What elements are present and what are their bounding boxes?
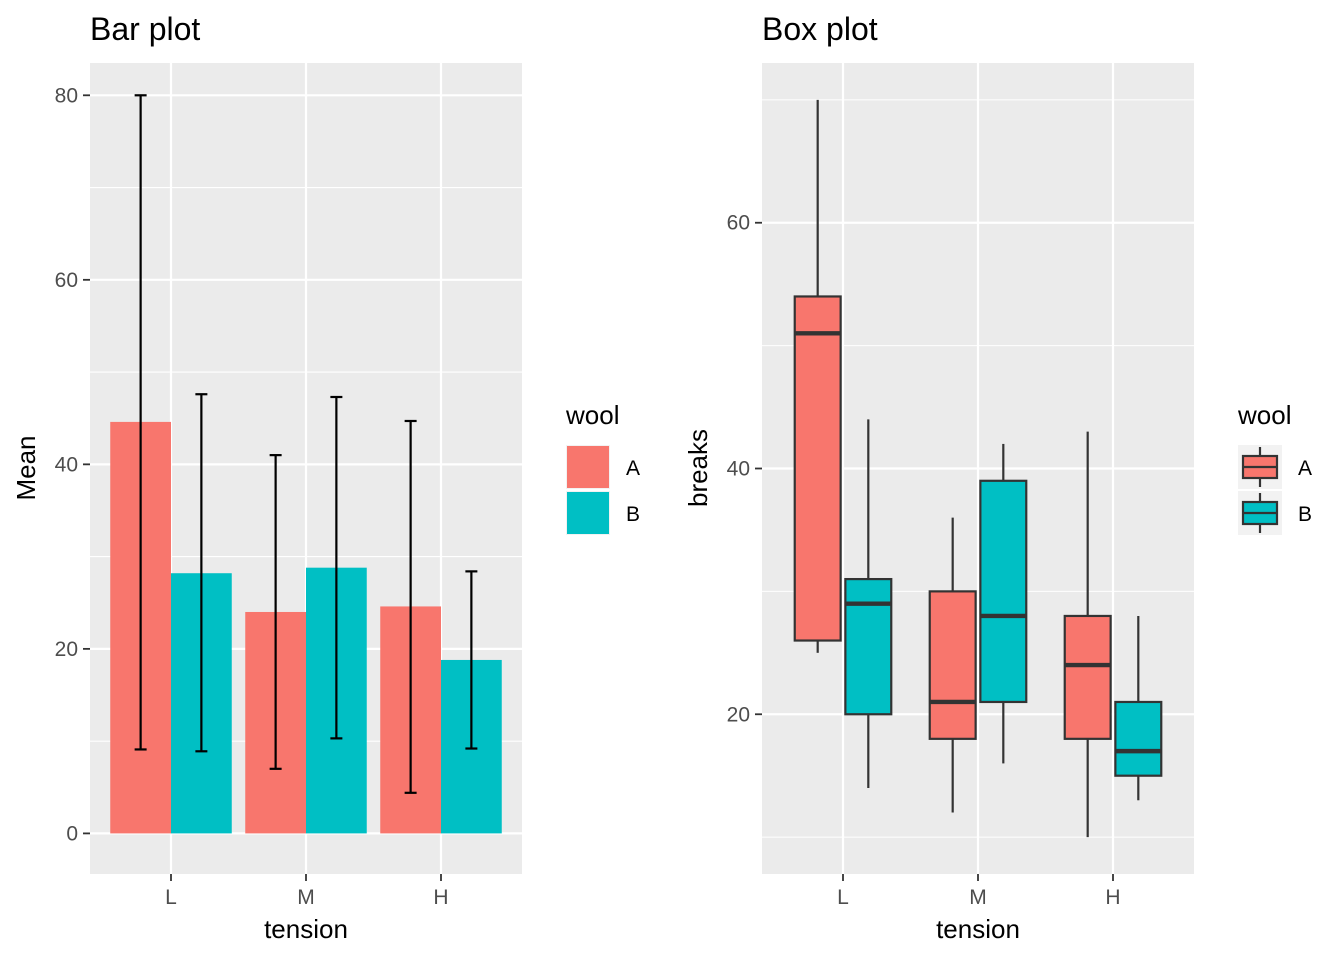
box-y-tick-label-60: 60 bbox=[727, 212, 750, 235]
box-plot-axes: 20 40 60 L M H bbox=[727, 212, 1121, 909]
bar-plot: Bar plot 0 20 40 60 80 L M H tension Mean wool … bbox=[11, 11, 640, 944]
bar-y-tick-label-40: 40 bbox=[55, 453, 78, 476]
box-x-tick-label-h: H bbox=[1105, 886, 1120, 909]
box-plot-legend-title: wool bbox=[1237, 400, 1291, 430]
bar-plot-legend-title: wool bbox=[565, 400, 619, 430]
bar-x-tick-label-m: M bbox=[297, 886, 315, 909]
bar-plot-axes: 0 20 40 60 80 L M H bbox=[55, 84, 449, 909]
box-l-a bbox=[793, 295, 842, 642]
bar-plot-legend: wool AB bbox=[565, 400, 640, 535]
bar-x-tick-label-h: H bbox=[433, 886, 448, 909]
box-x-tick-label-l: L bbox=[837, 886, 849, 909]
bar-plot-marks bbox=[110, 94, 502, 834]
bar-plot-title: Bar plot bbox=[90, 11, 200, 47]
box-plot-x-axis-title: tension bbox=[936, 914, 1020, 944]
box-x-tick-label-m: M bbox=[969, 886, 987, 909]
box-plot-legend: wool AB bbox=[1237, 400, 1312, 535]
box-plot-title: Box plot bbox=[762, 11, 878, 47]
box-y-tick-label-40: 40 bbox=[727, 458, 750, 481]
box-plot-marks bbox=[793, 99, 1163, 838]
bar-legend-label-a: A bbox=[626, 457, 640, 480]
box-plot: Box plot 20 40 60 L M H tension breaks wool A… bbox=[683, 11, 1312, 944]
bar-y-tick-label-60: 60 bbox=[55, 269, 78, 292]
box-m-a bbox=[928, 590, 977, 740]
bar-legend-label-b: B bbox=[626, 503, 640, 526]
bar-x-tick-label-l: L bbox=[165, 886, 177, 909]
box-legend-label-a: A bbox=[1298, 457, 1312, 480]
box-legend-label-b: B bbox=[1298, 503, 1312, 526]
bar-legend-swatch-a bbox=[567, 446, 609, 488]
bar-y-tick-label-80: 80 bbox=[55, 84, 78, 107]
bar-y-tick-label-0: 0 bbox=[66, 822, 78, 845]
bar-legend-swatch-b bbox=[567, 492, 609, 534]
box-h-a bbox=[1063, 614, 1112, 740]
box-l-b bbox=[844, 577, 893, 716]
box-plot-y-axis-title: breaks bbox=[683, 429, 713, 507]
bar-plot-x-axis-title: tension bbox=[264, 914, 348, 944]
box-h-b bbox=[1114, 700, 1163, 777]
box-y-tick-label-20: 20 bbox=[727, 703, 750, 726]
box-m-b bbox=[979, 479, 1028, 704]
bar-y-tick-label-20: 20 bbox=[55, 638, 78, 661]
bar-plot-y-axis-title: Mean bbox=[11, 435, 41, 500]
